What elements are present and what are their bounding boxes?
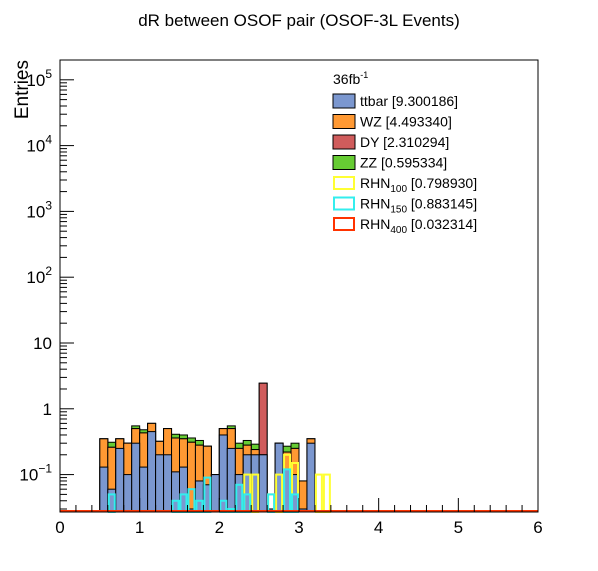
bar-ttbar xyxy=(258,454,268,513)
bar-ttbar xyxy=(147,431,157,513)
y-tick-label: 1 xyxy=(43,400,52,419)
x-tick-label: 3 xyxy=(294,518,303,537)
bar-ttbar xyxy=(155,454,165,513)
legend-swatch-ttbar xyxy=(332,93,356,109)
legend-swatch-dy xyxy=(332,134,356,150)
chart-title: dR between OSOF pair (OSOF-3L Events) xyxy=(138,11,460,30)
bar-ttbar xyxy=(163,454,173,513)
plot-area xyxy=(60,382,538,514)
legend-label-zz: ZZ [0.595334] xyxy=(360,155,447,171)
legend-swatch-zz xyxy=(332,155,356,170)
bar-ttbar xyxy=(226,447,236,513)
y-tick-label: 102 xyxy=(26,264,52,287)
bar-rhn100 xyxy=(314,473,323,513)
bar-ttbar xyxy=(139,466,149,513)
legend-swatch-rhn150 xyxy=(333,196,355,211)
bar-ttbar xyxy=(210,474,220,513)
bar-ttbar xyxy=(306,442,316,513)
legend: 36fb-1 ttbar [9.300186] WZ [4.493340] DY [2… xyxy=(332,70,477,236)
x-tick-label: 0 xyxy=(55,518,64,537)
axes: 0 1 2 3 4 5 6 10−1 1 10 102 103 104 105 xyxy=(19,59,543,537)
legend-swatch-wz xyxy=(332,114,356,129)
bar-rhn100 xyxy=(322,473,331,513)
legend-swatch-rhn100 xyxy=(333,176,355,190)
y-tick-label: 104 xyxy=(26,133,52,156)
legend-label-rhn100: RHN100 [0.798930] xyxy=(360,175,477,195)
legend-swatch-rhn400 xyxy=(333,217,355,231)
legend-label-rhn150: RHN150 [0.883145] xyxy=(360,196,477,216)
legend-label-dy: DY [2.310294] xyxy=(360,134,449,150)
x-tick-label: 1 xyxy=(135,518,144,537)
legend-label-wz: WZ [4.493340] xyxy=(360,114,452,130)
bar-ttbar xyxy=(131,442,141,513)
y-tick-label: 103 xyxy=(26,198,52,221)
legend-label-rhn400: RHN400 [0.032314] xyxy=(360,216,477,236)
x-tick-label: 5 xyxy=(454,518,463,537)
x-tick-label: 4 xyxy=(374,518,383,537)
bar-ttbar xyxy=(99,466,109,513)
bar-ttbar xyxy=(123,474,133,513)
y-axis-title: Entries xyxy=(12,60,33,119)
y-tick-label: 105 xyxy=(26,67,52,90)
x-tick-label: 6 xyxy=(533,518,542,537)
bar-ttbar xyxy=(115,447,125,513)
y-tick-label: 10−1 xyxy=(19,462,52,485)
legend-label-ttbar: ttbar [9.300186] xyxy=(360,93,458,109)
x-tick-label: 2 xyxy=(215,518,224,537)
y-tick-label: 10 xyxy=(33,334,52,353)
bar-wz xyxy=(298,480,308,513)
legend-header: 36fb-1 xyxy=(333,70,368,87)
